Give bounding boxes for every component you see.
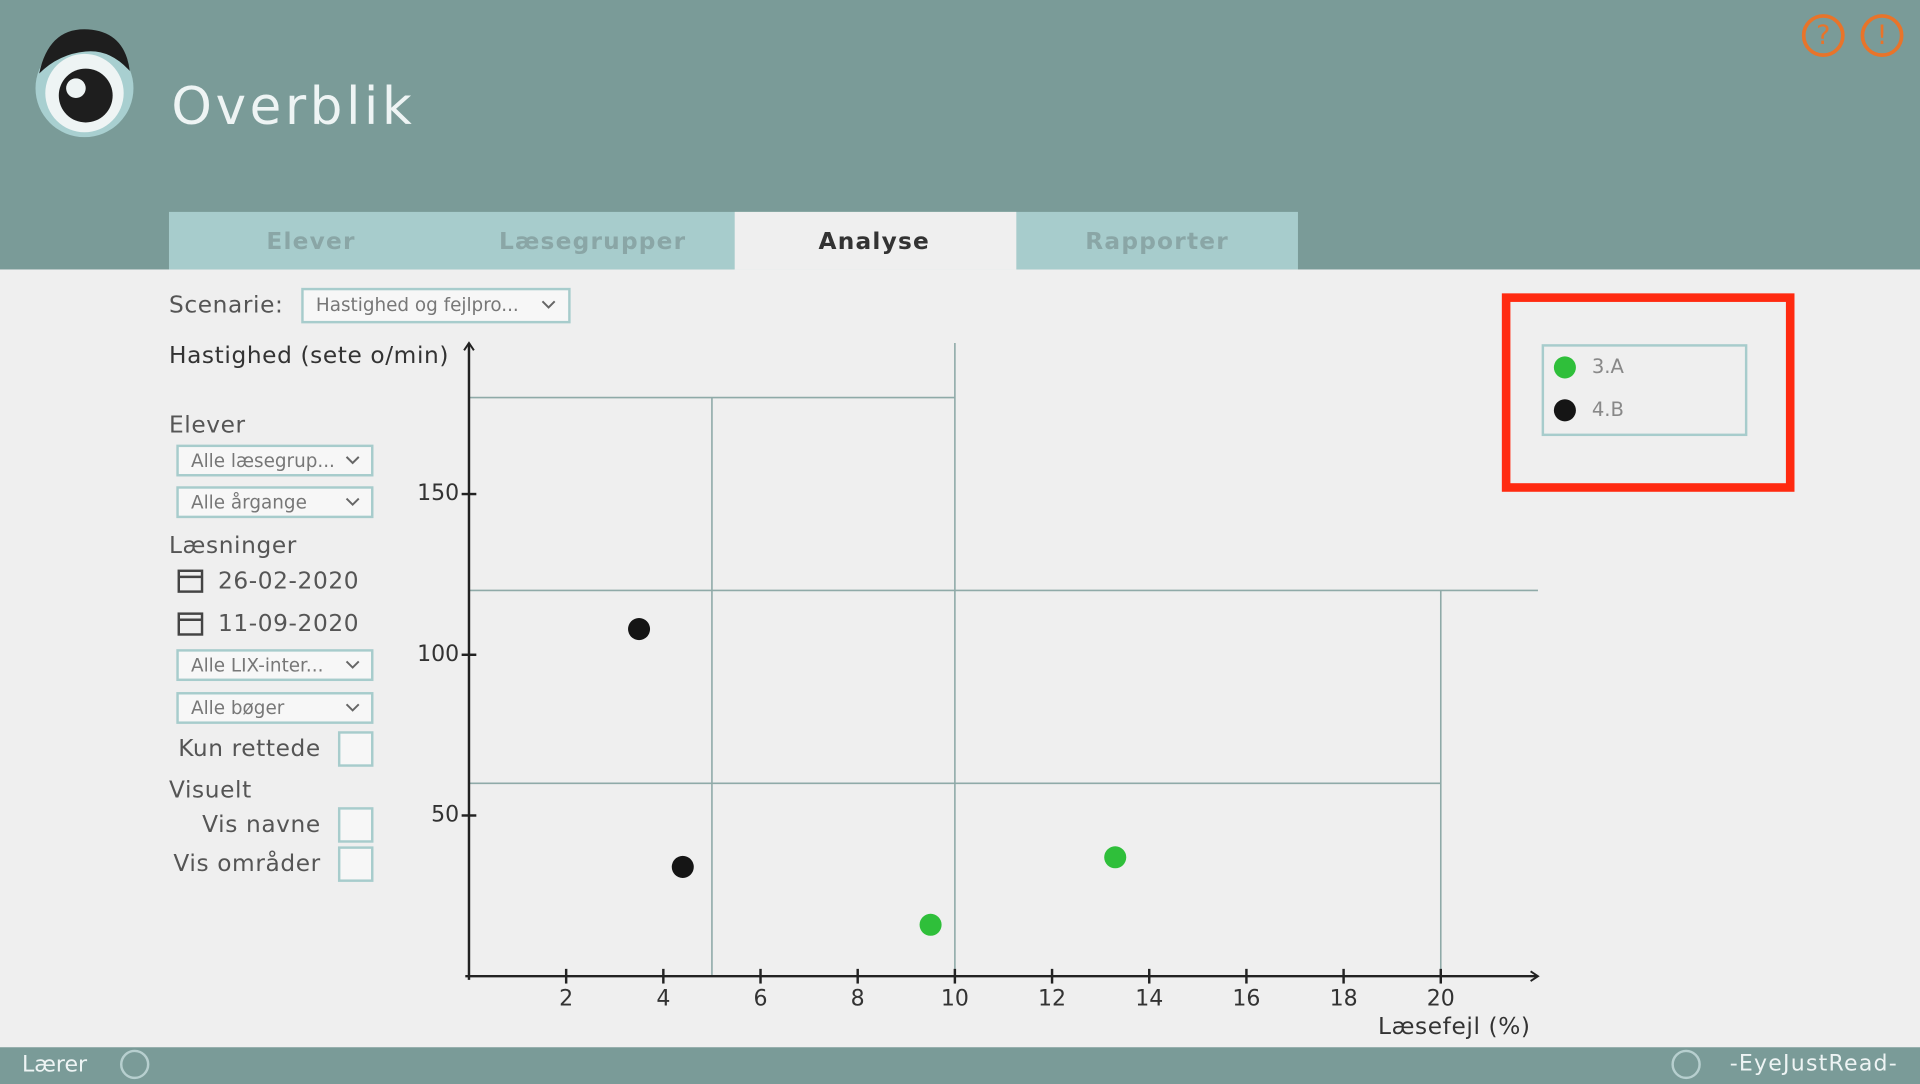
x-tick-label: 12 [1038, 986, 1066, 1011]
highlight-box [1501, 293, 1795, 492]
data-point [919, 913, 942, 936]
x-tick-label: 18 [1330, 986, 1358, 1011]
svg-text:?: ? [1816, 20, 1830, 51]
y-tick-label: 50 [431, 802, 459, 827]
scenario-label: Scenarie: [169, 292, 283, 319]
tab[interactable]: Analyse [819, 228, 931, 255]
date-picker[interactable]: 11-09-2020 [177, 610, 359, 637]
tab[interactable]: Rapporter [1085, 228, 1229, 255]
data-point [628, 618, 651, 641]
legend-label: 3.A [1592, 355, 1625, 378]
x-tick-label: 2 [559, 986, 573, 1011]
date: 11-09-2020 [218, 610, 359, 637]
checkbox-label: Vis områder [173, 849, 320, 877]
tab[interactable]: Læsegrupper [499, 228, 686, 255]
dropdown[interactable]: Alle årgange [176, 486, 374, 519]
dropdown-value: Alle læsegrup... [191, 451, 335, 472]
checkbox[interactable] [337, 807, 374, 843]
dropdown[interactable]: Alle bøger [176, 692, 374, 724]
dropdown-value: Alle bøger [191, 698, 285, 719]
checkbox-label: Vis navne [202, 811, 321, 838]
x-axis-label: Læsefejl (%) [1378, 1013, 1531, 1040]
data-point [671, 855, 694, 878]
x-axis-arrow [1530, 970, 1540, 982]
dropdown-value: Alle LIX-inter... [191, 655, 323, 676]
dropdown[interactable]: Alle læsegrup... [176, 444, 374, 477]
x-tick-label: 16 [1232, 986, 1260, 1011]
svg-text:!: ! [1877, 20, 1888, 51]
x-tick-label: 14 [1135, 986, 1163, 1011]
tab[interactable]: Elever [266, 228, 355, 255]
x-tick-label: 20 [1427, 986, 1455, 1011]
active-tab [734, 211, 1017, 270]
legend-box [1541, 344, 1748, 437]
tab-bar [168, 211, 1298, 270]
legend-label: 4.B [1592, 398, 1624, 421]
brand: -EyeJustRead- [1730, 1051, 1898, 1076]
date: 26-02-2020 [218, 567, 359, 594]
x-tick-label: 10 [941, 986, 969, 1011]
section-title: Læsninger [169, 532, 297, 559]
edit-icon[interactable] [120, 1049, 150, 1080]
y-tick-label: 100 [417, 642, 459, 667]
y-axis-label: Hastighed (sete o/min) [169, 342, 449, 369]
edit-icon[interactable] [1671, 1049, 1701, 1080]
help-icon[interactable]: ? [1801, 14, 1845, 57]
x-tick-label: 4 [656, 986, 670, 1011]
logo [35, 29, 134, 138]
checkbox[interactable] [337, 731, 374, 767]
checkbox-label: Kun rettede [178, 735, 321, 762]
checkbox[interactable] [337, 846, 374, 882]
x-tick-label: 8 [851, 986, 865, 1011]
dropdown-value: Alle årgange [191, 492, 307, 513]
app-title: Overblik [171, 77, 415, 137]
footer-bar [0, 1047, 1920, 1084]
y-tick-label: 150 [417, 481, 459, 506]
legend-marker [1553, 356, 1576, 379]
dropdown[interactable]: Alle LIX-inter... [176, 649, 374, 682]
date-picker[interactable]: 26-02-2020 [177, 567, 359, 594]
alert-icon[interactable]: ! [1860, 14, 1904, 57]
section-title: Visuelt [169, 777, 252, 804]
section-title: Elever [169, 412, 246, 439]
legend-marker [1553, 399, 1576, 422]
user-role: Lærer [22, 1053, 88, 1078]
dropdown-value: Hastighed og fejlpro... [316, 295, 519, 316]
x-tick-label: 6 [754, 986, 768, 1011]
data-point [1104, 846, 1127, 869]
y-axis-arrow [463, 341, 475, 351]
scenario-dropdown[interactable]: Hastighed og fejlpro... [301, 287, 571, 324]
